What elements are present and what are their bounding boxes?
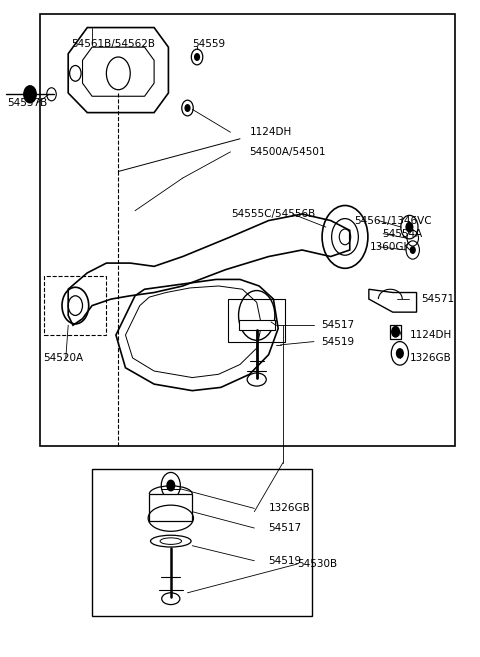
Bar xyxy=(239,320,275,330)
Text: 54561/1346VC: 54561/1346VC xyxy=(354,215,432,225)
Text: 1326GB: 1326GB xyxy=(409,353,451,363)
Text: 54559: 54559 xyxy=(192,39,226,49)
Bar xyxy=(149,494,192,522)
Text: 54500A/54501: 54500A/54501 xyxy=(250,147,326,157)
Bar xyxy=(390,325,401,339)
Bar xyxy=(228,299,285,342)
Text: 54555C/54556B: 54555C/54556B xyxy=(231,209,315,219)
Text: 54519: 54519 xyxy=(321,336,354,347)
Text: 54517: 54517 xyxy=(321,320,354,330)
Circle shape xyxy=(392,327,399,337)
Circle shape xyxy=(410,247,415,253)
Text: 54557B: 54557B xyxy=(8,98,48,108)
Circle shape xyxy=(396,349,403,358)
Text: 54517: 54517 xyxy=(269,523,302,533)
Text: 54519: 54519 xyxy=(269,556,302,566)
Bar xyxy=(44,276,107,335)
Circle shape xyxy=(406,223,413,232)
Text: 54554A: 54554A xyxy=(382,229,422,238)
Circle shape xyxy=(167,480,175,491)
Text: 1124DH: 1124DH xyxy=(409,330,452,340)
Circle shape xyxy=(185,104,190,111)
Circle shape xyxy=(195,54,199,60)
Text: 1360GK: 1360GK xyxy=(370,242,411,252)
Text: 54561B/54562B: 54561B/54562B xyxy=(72,39,156,49)
Text: 54520A: 54520A xyxy=(43,353,84,363)
Text: 54571: 54571 xyxy=(421,294,455,304)
Bar xyxy=(92,469,312,616)
Text: 1326GB: 1326GB xyxy=(269,503,311,513)
Text: 54530B: 54530B xyxy=(297,559,337,569)
Circle shape xyxy=(24,86,36,102)
Bar xyxy=(39,14,455,446)
Text: 1124DH: 1124DH xyxy=(250,127,292,137)
